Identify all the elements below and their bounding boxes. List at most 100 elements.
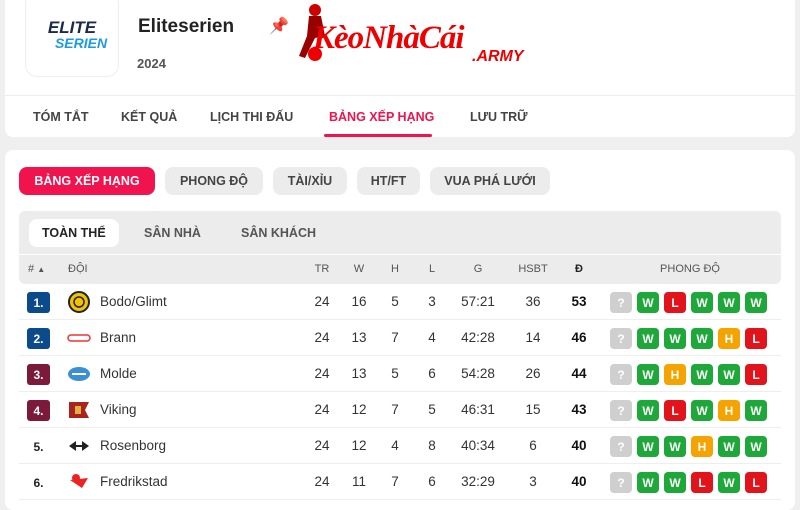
active-tab-indicator: [324, 134, 432, 137]
header-rank[interactable]: # ▲: [28, 263, 45, 275]
tab-lich-thi-dau[interactable]: LỊCH THI ĐẤU: [210, 110, 294, 124]
subtab-san-nha[interactable]: SÂN NHÀ: [144, 226, 201, 240]
player-silhouette-icon: [299, 4, 325, 61]
form-badge[interactable]: W: [745, 436, 767, 457]
cell-g: 46:31: [461, 402, 495, 417]
team-name[interactable]: Fredrikstad: [100, 474, 168, 489]
rank-badge: 4.: [27, 400, 50, 421]
league-header-card: ELITE SERIEN Eliteserien 2024 📌 KèoNhàCá…: [5, 0, 795, 137]
cell-g: 42:28: [461, 330, 495, 345]
table-row[interactable]: 3. Molde 24 13 5 6 54:28 26 44? W H W W L: [19, 356, 781, 392]
form-badge[interactable]: L: [745, 472, 767, 493]
watermark-logo: 📌 KèoNhàCái .ARMY: [267, 2, 537, 72]
pill-bang-xep-hang[interactable]: BẢNG XẾP HẠNG: [19, 167, 155, 195]
team-name[interactable]: Viking: [100, 402, 137, 417]
cell-hsbt: 36: [525, 294, 541, 309]
header-g: G: [473, 263, 483, 275]
form-badge[interactable]: ?: [610, 472, 632, 493]
cell-hsbt: 15: [525, 402, 541, 417]
cell-tr: 24: [314, 402, 330, 417]
form-badge[interactable]: W: [691, 328, 713, 349]
tab-luu-tru[interactable]: LƯU TRỮ: [470, 110, 528, 124]
table-row[interactable]: 6. Fredrikstad 24 11 7 6 32:29 3 40? W W L W L: [19, 464, 781, 500]
header-hsbt: HSBT: [518, 263, 548, 275]
form-badge[interactable]: W: [637, 472, 659, 493]
form-badge[interactable]: ?: [610, 328, 632, 349]
rank-badge: 2.: [27, 328, 50, 349]
tab-bang-xep-hang[interactable]: BẢNG XẾP HẠNG: [329, 110, 435, 124]
form-badge[interactable]: ?: [610, 400, 632, 421]
form-badge[interactable]: W: [637, 328, 659, 349]
form-badge[interactable]: W: [745, 400, 767, 421]
form-badge[interactable]: W: [745, 292, 767, 313]
header-rank-label: #: [28, 263, 35, 275]
form-badge[interactable]: W: [664, 328, 686, 349]
form-badge[interactable]: W: [691, 292, 713, 313]
form-badge[interactable]: W: [664, 436, 686, 457]
cell-tr: 24: [314, 438, 330, 453]
form-badge[interactable]: H: [664, 364, 686, 385]
team-name[interactable]: Bodo/Glimt: [100, 294, 167, 309]
form-badge[interactable]: W: [691, 400, 713, 421]
team-name[interactable]: Rosenborg: [100, 438, 167, 453]
cell-g: 40:34: [461, 438, 495, 453]
table-row[interactable]: 1. Bodo/Glimt 24 16 5 3 57:21 36 53? W L W W W: [19, 284, 781, 320]
form-badge[interactable]: H: [718, 328, 740, 349]
cell-pts: 40: [571, 474, 587, 489]
header-l: L: [428, 263, 436, 275]
subtab-san-khach[interactable]: SÂN KHÁCH: [241, 226, 316, 240]
pill-vua-pha-luoi[interactable]: VUA PHÁ LƯỚI: [430, 167, 550, 195]
team-logo: [67, 364, 91, 384]
cell-h: 4: [391, 438, 399, 453]
tab-ket-qua[interactable]: KẾT QUẢ: [121, 110, 178, 124]
form-badge[interactable]: W: [691, 364, 713, 385]
header-points: Đ: [575, 263, 583, 275]
form-badge[interactable]: L: [664, 292, 686, 313]
subtab-toan-the[interactable]: TOÀN THỂ: [29, 219, 119, 247]
table-row[interactable]: 5. Rosenborg 24 12 4 8 40:34 6 40? W W H W W: [19, 428, 781, 464]
sort-asc-icon: ▲: [37, 265, 46, 274]
form-badge[interactable]: L: [745, 328, 767, 349]
team-name[interactable]: Brann: [100, 330, 137, 345]
form-badge[interactable]: L: [745, 364, 767, 385]
team-logo: [67, 472, 91, 492]
pill-ht-ft[interactable]: HT/FT: [357, 167, 420, 195]
cell-pts: 46: [571, 330, 587, 345]
pill-tai-xiu[interactable]: TÀI/XỈU: [273, 167, 347, 195]
cell-hsbt: 6: [529, 438, 537, 453]
form-badge[interactable]: H: [691, 436, 713, 457]
form-badge[interactable]: W: [637, 292, 659, 313]
pill-phong-do[interactable]: PHONG ĐỘ: [165, 167, 263, 195]
form-badge[interactable]: L: [664, 400, 686, 421]
cell-h: 5: [391, 366, 399, 381]
form-badge[interactable]: W: [637, 364, 659, 385]
form-badge[interactable]: L: [691, 472, 713, 493]
table-row[interactable]: 2. Brann 24 13 7 4 42:28 14 46? W W W H L: [19, 320, 781, 356]
form-badge[interactable]: W: [637, 436, 659, 457]
cell-pts: 44: [571, 366, 587, 381]
cell-l: 6: [428, 474, 436, 489]
cell-hsbt: 3: [529, 474, 537, 489]
tab-tom-tat[interactable]: TÓM TẮT: [33, 110, 89, 124]
cell-pts: 40: [571, 438, 587, 453]
form-badge[interactable]: ?: [610, 436, 632, 457]
form-badge[interactable]: H: [718, 400, 740, 421]
form-badge[interactable]: W: [718, 292, 740, 313]
team-logo: [67, 400, 91, 420]
pin-icon[interactable]: 📌: [269, 18, 289, 35]
standings-card: [5, 150, 795, 510]
form-badge[interactable]: W: [637, 400, 659, 421]
form-badge[interactable]: W: [718, 472, 740, 493]
cell-g: 57:21: [461, 294, 495, 309]
form-badge[interactable]: ?: [610, 292, 632, 313]
form-badge[interactable]: W: [664, 472, 686, 493]
team-name[interactable]: Molde: [100, 366, 137, 381]
table-row[interactable]: 4. Viking 24 12 7 5 46:31 15 43? W L W H W: [19, 392, 781, 428]
header-h: H: [391, 263, 399, 275]
form-badge[interactable]: W: [718, 436, 740, 457]
cell-pts: 53: [571, 294, 587, 309]
form-badge[interactable]: ?: [610, 364, 632, 385]
cell-tr: 24: [314, 474, 330, 489]
form-badge[interactable]: W: [718, 364, 740, 385]
rank-badge: 1.: [27, 292, 50, 313]
